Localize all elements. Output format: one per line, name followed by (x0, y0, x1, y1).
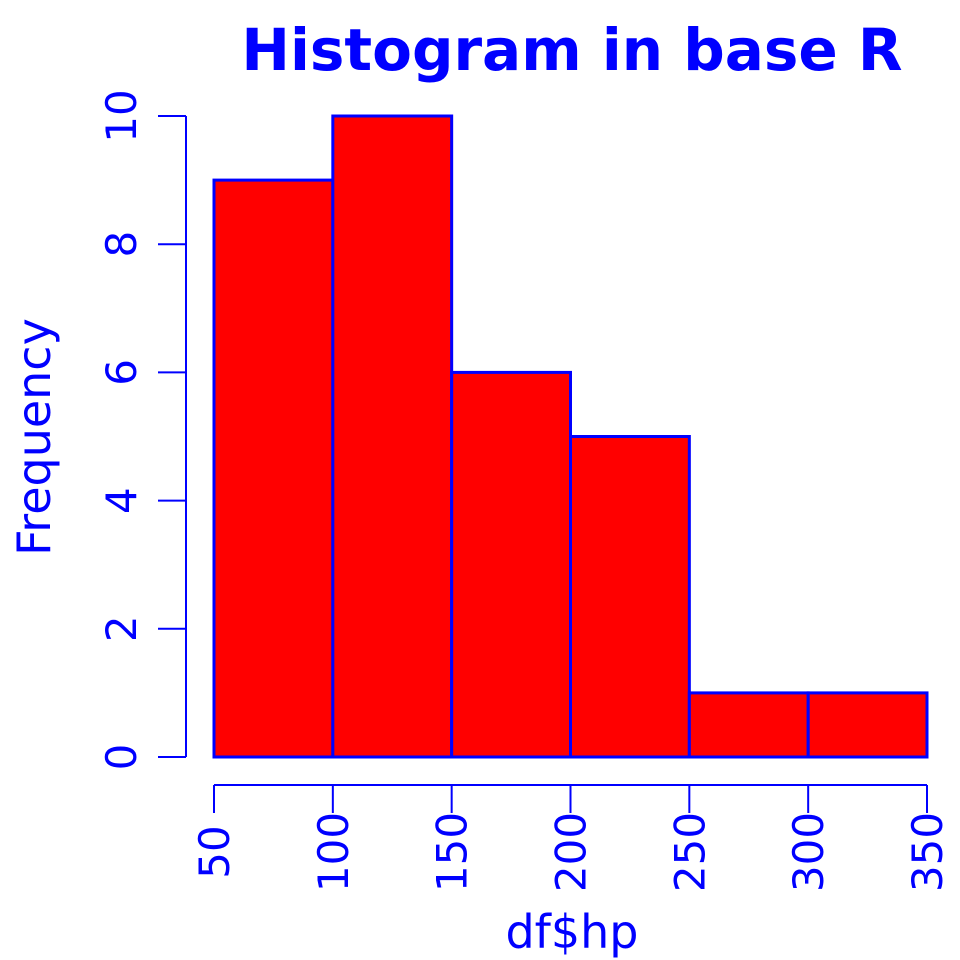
histogram-bar-6 (806, 691, 929, 759)
x-tick-label: 150 (428, 812, 477, 892)
y-tick-label: 8 (97, 231, 146, 258)
x-tick-label: 200 (547, 812, 596, 892)
histogram-bar-3 (450, 370, 572, 759)
histogram-bar-4 (569, 435, 691, 759)
x-axis: 50 100 150 200 250 300 350 (190, 784, 952, 892)
histogram-bar-2 (331, 114, 454, 759)
x-axis-label: df$hp (505, 905, 638, 959)
x-tick-label: 50 (190, 825, 239, 878)
x-tick-label: 100 (309, 812, 358, 892)
y-axis: 0 2 4 6 8 10 (97, 89, 187, 771)
x-tick-label: 350 (903, 812, 952, 892)
bars-group (212, 114, 929, 759)
y-tick-label: 6 (97, 359, 146, 386)
y-tick-label: 2 (97, 615, 146, 642)
x-tick-label: 300 (784, 812, 833, 892)
x-tick-label: 250 (665, 812, 714, 892)
y-tick-label: 4 (97, 487, 146, 514)
y-tick-label: 0 (97, 744, 146, 771)
histogram-bar-1 (212, 178, 335, 759)
y-tick-label: 10 (97, 89, 146, 142)
histogram-bar-5 (687, 691, 810, 759)
chart-title: Histogram in base R (241, 16, 902, 84)
y-axis-label: Frequency (7, 318, 61, 556)
